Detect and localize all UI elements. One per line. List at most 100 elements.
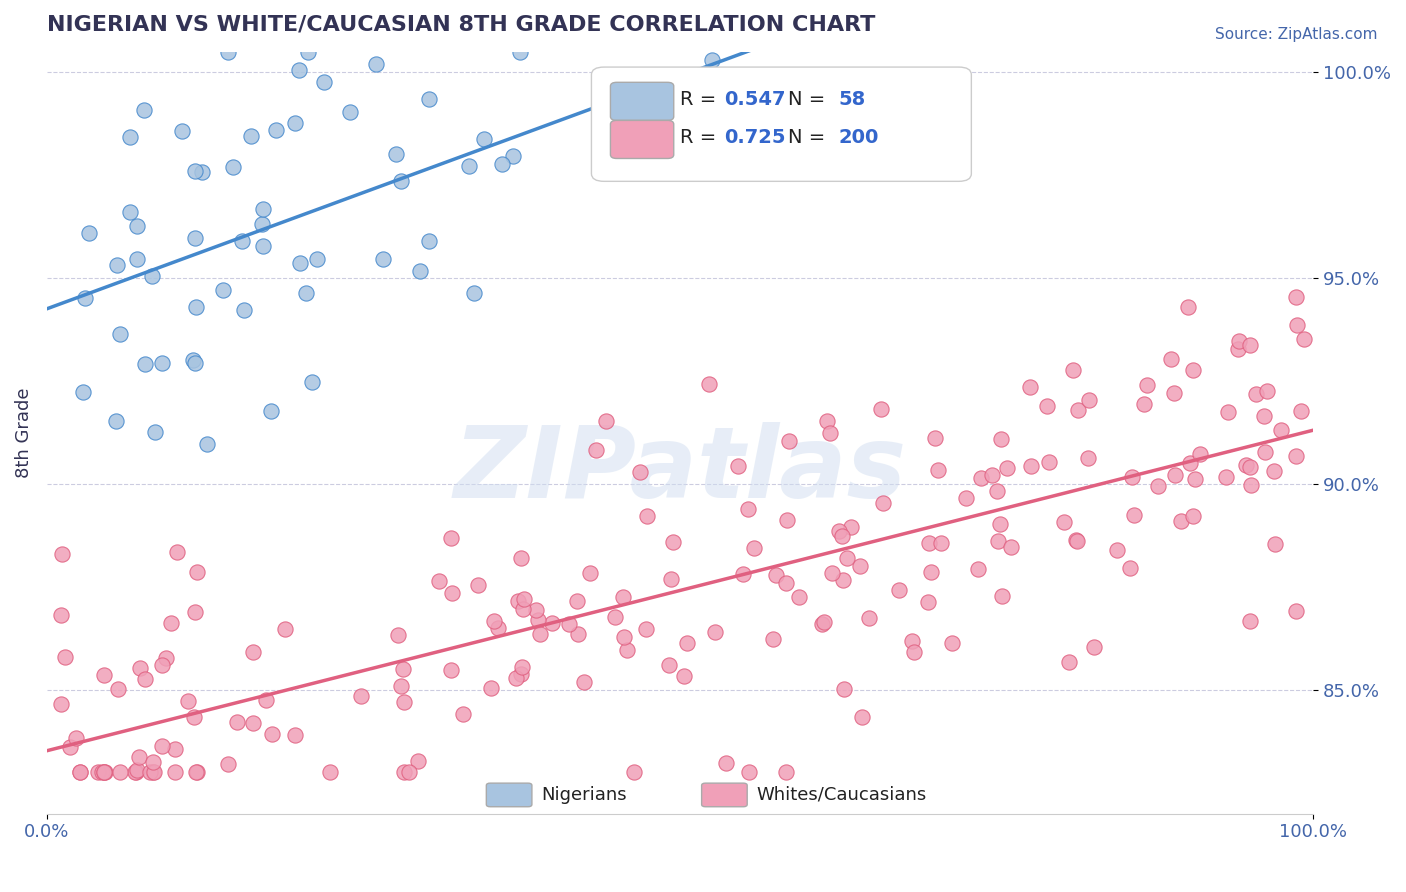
Point	[818, 425, 841, 440]
Point	[1285, 290, 1308, 304]
Point	[260, 404, 283, 418]
Point	[1062, 363, 1084, 377]
Point	[183, 709, 205, 723]
Point	[231, 234, 253, 248]
Point	[1038, 455, 1060, 469]
Point	[186, 566, 208, 580]
Point	[53, 650, 76, 665]
Point	[239, 129, 262, 144]
Point	[166, 545, 188, 559]
Point	[104, 413, 127, 427]
Point	[966, 562, 988, 576]
Point	[509, 45, 531, 59]
Point	[813, 615, 835, 630]
Point	[980, 467, 1002, 482]
Point	[387, 628, 409, 642]
Point	[212, 283, 235, 297]
Point	[264, 123, 287, 137]
Point	[463, 285, 485, 300]
Point	[1239, 614, 1261, 628]
Point	[765, 568, 787, 582]
Point	[233, 303, 256, 318]
Point	[815, 414, 838, 428]
Point	[152, 739, 174, 753]
Point	[636, 509, 658, 524]
Point	[472, 132, 495, 146]
Point	[1019, 459, 1042, 474]
Point	[371, 252, 394, 266]
FancyBboxPatch shape	[702, 783, 747, 806]
Point	[125, 763, 148, 777]
Point	[139, 765, 162, 780]
Point	[184, 230, 207, 244]
Point	[700, 54, 723, 68]
Point	[418, 92, 440, 106]
Point	[1294, 332, 1316, 346]
Point	[585, 443, 607, 458]
Point	[1226, 343, 1249, 357]
Point	[384, 146, 406, 161]
Point	[226, 715, 249, 730]
Point	[955, 491, 977, 505]
Point	[775, 576, 797, 591]
Point	[364, 56, 387, 70]
Point	[155, 651, 177, 665]
Point	[1240, 478, 1263, 492]
Point	[828, 524, 851, 538]
Point	[917, 595, 939, 609]
Point	[125, 765, 148, 780]
Point	[143, 425, 166, 439]
Point	[851, 709, 873, 723]
Text: ZIPatlas: ZIPatlas	[454, 422, 907, 519]
Text: Whites/Caucasians: Whites/Caucasians	[756, 786, 927, 804]
Text: N =: N =	[787, 90, 831, 110]
Point	[1170, 514, 1192, 528]
Point	[297, 45, 319, 59]
Point	[1132, 397, 1154, 411]
Point	[65, 731, 87, 746]
Point	[1164, 468, 1187, 483]
Point	[659, 572, 682, 586]
Point	[941, 636, 963, 650]
Point	[714, 756, 737, 770]
Y-axis label: 8th Grade: 8th Grade	[15, 387, 32, 478]
Point	[191, 165, 214, 179]
Point	[51, 547, 73, 561]
Point	[858, 611, 880, 625]
Point	[662, 534, 685, 549]
Point	[1256, 384, 1278, 399]
Point	[252, 202, 274, 217]
Point	[319, 765, 342, 780]
Point	[605, 108, 627, 122]
Point	[835, 550, 858, 565]
Point	[572, 675, 595, 690]
Point	[831, 529, 853, 543]
Point	[418, 235, 440, 249]
Point	[441, 586, 464, 600]
Point	[301, 376, 323, 390]
Point	[778, 434, 800, 449]
Point	[1083, 640, 1105, 654]
Point	[1036, 399, 1059, 413]
Text: 0.725: 0.725	[724, 128, 786, 147]
Point	[288, 256, 311, 270]
Point	[252, 239, 274, 253]
Point	[870, 402, 893, 417]
Point	[186, 765, 208, 780]
Point	[540, 616, 562, 631]
Point	[1066, 533, 1088, 548]
Text: 58: 58	[838, 90, 866, 110]
Point	[924, 431, 946, 445]
Point	[252, 217, 274, 231]
Point	[163, 742, 186, 756]
Point	[1284, 604, 1306, 618]
Point	[392, 695, 415, 709]
Point	[1216, 405, 1239, 419]
Point	[821, 566, 844, 580]
Point	[120, 204, 142, 219]
Point	[129, 661, 152, 675]
Point	[87, 765, 110, 780]
Point	[72, 385, 94, 400]
Point	[125, 219, 148, 234]
Point	[988, 517, 1011, 532]
